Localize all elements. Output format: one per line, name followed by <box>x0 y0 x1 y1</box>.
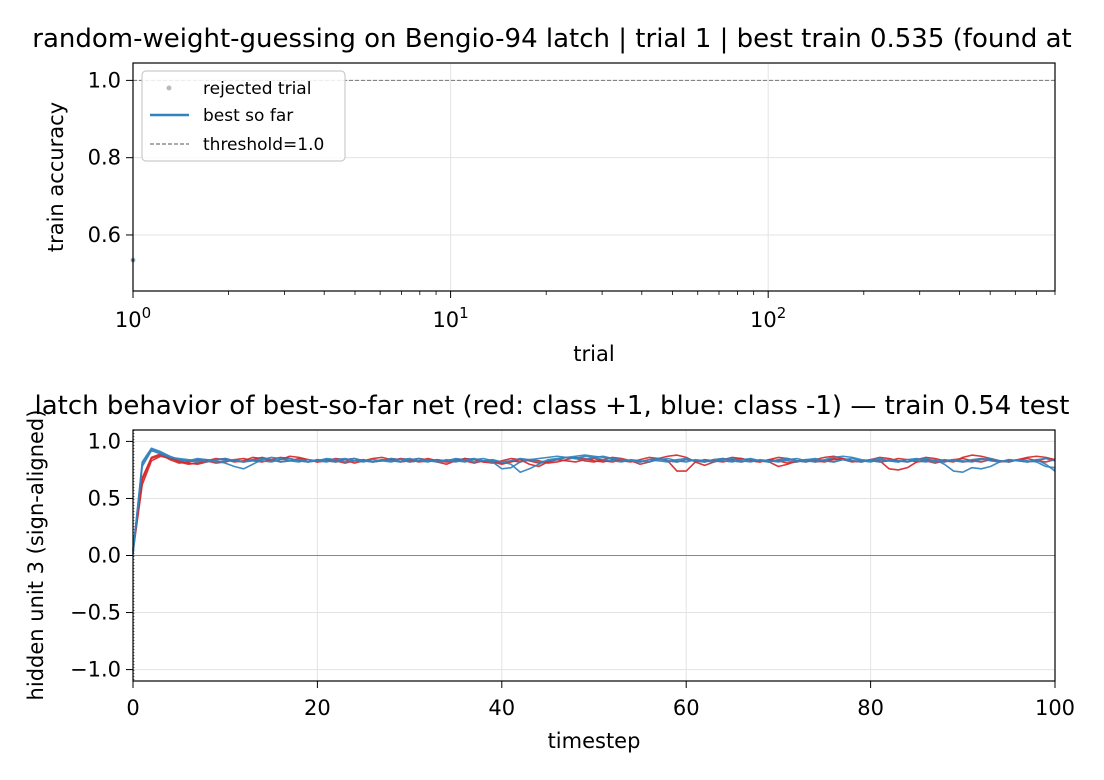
latch-y-axis-label: hidden unit 3 (sign-aligned) <box>24 410 48 701</box>
latch-x-tick-label: 80 <box>857 696 884 720</box>
accuracy-panel: random-weight-guessing on Bengio-94 latc… <box>32 24 1071 366</box>
latch-y-tick-label: 0.5 <box>88 486 121 510</box>
class-plus1-trace <box>132 455 1056 553</box>
accuracy-x-tick-label: 101 <box>432 304 468 332</box>
class-minus1-trace <box>132 447 1056 554</box>
accuracy-chart-title: random-weight-guessing on Bengio-94 latc… <box>32 24 1071 54</box>
legend-threshold-label: threshold=1.0 <box>203 135 324 155</box>
class-minus1-trace <box>132 448 1056 552</box>
accuracy-axes-frame <box>132 62 1056 292</box>
class-plus1-trace <box>132 454 1056 550</box>
latch-chart-title: latch behavior of best-so-far net (red: … <box>35 391 1070 421</box>
latch-plot-area <box>132 430 1056 681</box>
latch-x-tick-label: 60 <box>673 696 700 720</box>
legend-rejected-trial-label: rejected trial <box>203 79 311 99</box>
latch-x-axis-label: timestep <box>548 729 641 753</box>
accuracy-x-tick-label: 102 <box>750 304 786 332</box>
legend-rejected-trial-marker <box>166 85 172 91</box>
latch-x-tick-label: 40 <box>488 696 515 720</box>
latch-y-tick-label: −0.5 <box>70 601 121 625</box>
legend-frame <box>141 70 346 162</box>
class-plus1-trace <box>132 453 1056 549</box>
accuracy-y-axis-label: train accuracy <box>44 102 68 252</box>
accuracy-y-tick-label: 1.0 <box>88 68 121 92</box>
legend-best-so-far-label: best so far <box>203 106 293 126</box>
latch-y-tick-label: −1.0 <box>70 658 121 682</box>
accuracy-ticks: 100 101 102 0.6 0.8 1.0 <box>88 68 1056 332</box>
accuracy-x-tick-label: 100 <box>115 304 151 332</box>
latch-y-tick-label: 1.0 <box>88 429 121 453</box>
latch-panel: latch behavior of best-so-far net (red: … <box>24 391 1075 753</box>
accuracy-legend: rejected trial best so far threshold=1.0 <box>141 70 346 162</box>
accuracy-y-tick-label: 0.6 <box>88 223 121 247</box>
latch-x-tick-label: 20 <box>304 696 331 720</box>
latch-x-tick-label: 0 <box>126 696 139 720</box>
latch-x-tick-label: 100 <box>1035 696 1075 720</box>
latch-y-tick-label: 0.0 <box>88 544 121 568</box>
latch-ticks: 0 20 40 60 80 100 −1.0 −0.5 0.0 0.5 1.0 <box>70 429 1075 720</box>
class-minus1-trace <box>132 449 1056 555</box>
accuracy-y-tick-label: 0.8 <box>88 146 121 170</box>
accuracy-x-axis-label: trial <box>573 342 614 366</box>
